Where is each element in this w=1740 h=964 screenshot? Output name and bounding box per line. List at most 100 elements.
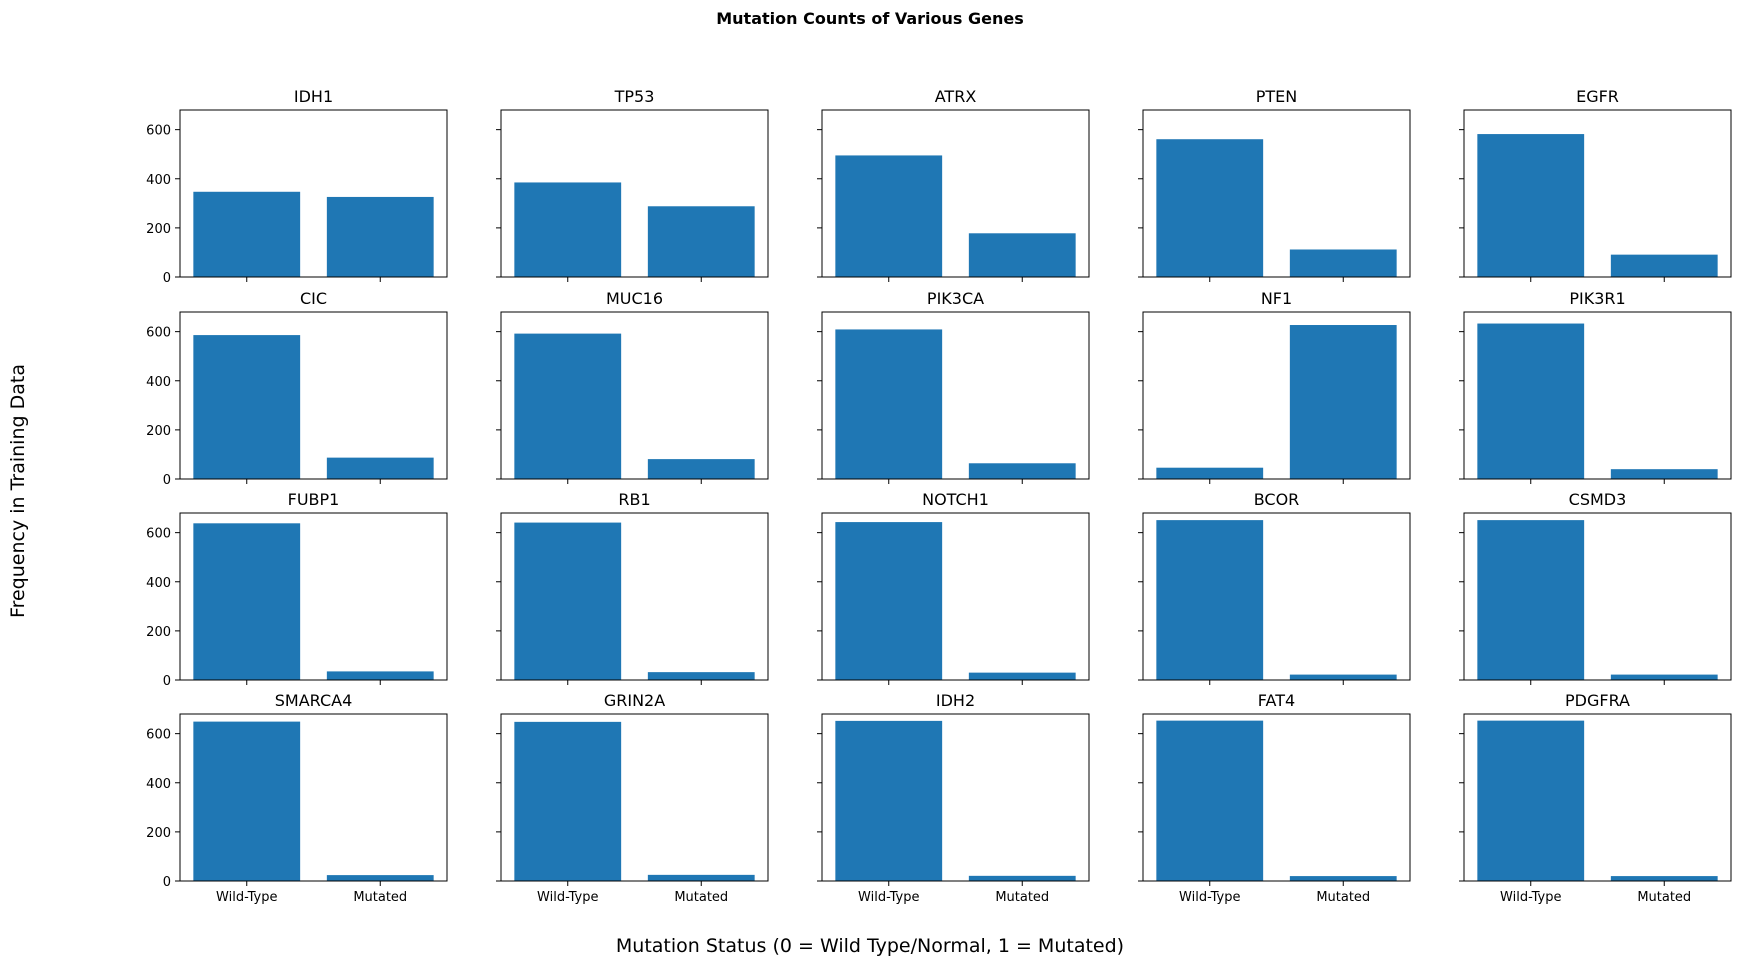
axes-frame [500,109,769,278]
subplot-title: GRIN2A [604,691,665,710]
bar-egfr-mutated [1610,254,1718,277]
bar-pdgfra-mutated [1610,876,1718,881]
bar-notch1-wild-type [835,522,943,680]
axes-frame [179,512,448,681]
axes-frame [1142,713,1411,882]
x-tick-label: Mutated [995,890,1049,905]
subplot-bcor: BCOR [1138,490,1411,685]
subplot-pten: PTEN [1138,87,1411,282]
x-tick-label: Wild-Type [858,890,919,905]
subplot-rb1: RB1 [496,490,769,685]
subplot-title: RB1 [618,490,650,509]
bar-pik3ca-mutated [968,463,1076,479]
axes-frame [1142,512,1411,681]
bar-nf1-wild-type [1156,467,1264,479]
y-tick-label: 400 [146,375,171,390]
bar-notch1-mutated [968,672,1076,680]
subplot-fat4: FAT4 Wild-Type Mutated [1138,691,1411,905]
bar-pdgfra-wild-type [1477,720,1585,881]
axes-frame [1463,713,1732,882]
bar-csmd3-mutated [1610,674,1718,680]
subplot-title: CIC [300,289,327,308]
bar-fat4-mutated [1289,876,1397,881]
subplot-title: EGFR [1576,87,1619,106]
axes-frame [179,713,448,882]
bar-cic-mutated [326,457,434,479]
bar-bcor-wild-type [1156,520,1264,680]
subplot-title: FUBP1 [288,490,340,509]
bar-fubp1-mutated [326,671,434,680]
subplot-idh1: IDH1 0 200 400 600 [146,87,448,286]
bar-muc16-mutated [647,459,755,479]
x-axis-label: Mutation Status (0 = Wild Type/Normal, 1… [616,935,1124,957]
axes-frame [1463,311,1732,480]
bar-cic-wild-type [193,335,301,479]
bar-idh2-wild-type [835,720,943,881]
subplot-title: NOTCH1 [922,490,989,509]
bar-fat4-wild-type [1156,720,1264,881]
x-tick-label: Wild-Type [216,890,277,905]
axes-frame [1463,512,1732,681]
y-tick-label: 600 [146,124,171,139]
bar-bcor-mutated [1289,674,1397,680]
y-axis-label: Frequency in Training Data [7,364,29,618]
bar-smarca4-mutated [326,875,434,881]
subplot-muc16: MUC16 [496,289,769,484]
subplot-title: SMARCA4 [275,691,353,710]
subplot-idh2: IDH2 Wild-Type Mutated [817,691,1090,905]
axes-frame [500,512,769,681]
subplot-title: MUC16 [606,289,663,308]
subplot-grin2a: GRIN2A Wild-Type Mutated [496,691,769,905]
subplot-smarca4: SMARCA4 0 200 400 600 Wild-Type Mutated [146,691,448,905]
y-tick-label: 0 [163,473,171,488]
subplot-notch1: NOTCH1 [817,490,1090,685]
y-tick-label: 200 [146,625,171,640]
bar-smarca4-wild-type [193,721,301,881]
subplot-pik3ca: PIK3CA [817,289,1090,484]
x-tick-label: Wild-Type [1179,890,1240,905]
subplot-title: CSMD3 [1569,490,1627,509]
subplot-title: NF1 [1261,289,1292,308]
bar-egfr-wild-type [1477,134,1585,277]
subplot-egfr: EGFR [1459,87,1732,282]
bar-idh1-mutated [326,196,434,277]
subplot-title: TP53 [614,87,655,106]
axes-frame [500,311,769,480]
bar-grin2a-mutated [647,874,755,881]
x-tick-label: Mutated [353,890,407,905]
bar-pik3ca-wild-type [835,329,943,479]
subplot-title: PDGFRA [1565,691,1630,710]
subplot-pik3r1: PIK3R1 [1459,289,1732,484]
axes-frame [821,512,1090,681]
subplot-nf1: NF1 [1138,289,1411,484]
axes-frame [179,109,448,278]
y-tick-label: 600 [146,728,171,743]
subplot-atrx: ATRX [817,87,1090,282]
axes-frame [500,713,769,882]
bar-atrx-wild-type [835,155,943,277]
y-tick-label: 600 [146,527,171,542]
y-tick-label: 200 [146,826,171,841]
bar-pten-mutated [1289,249,1397,277]
y-tick-label: 600 [146,326,171,341]
bar-pik3r1-mutated [1610,469,1718,479]
axes-frame [821,311,1090,480]
subplot-title: ATRX [935,87,977,106]
subplot-csmd3: CSMD3 [1459,490,1732,685]
bar-muc16-wild-type [514,333,622,479]
bar-rb1-mutated [647,672,755,680]
bar-nf1-mutated [1289,325,1397,479]
bar-rb1-wild-type [514,522,622,680]
bar-pten-wild-type [1156,139,1264,277]
bar-idh2-mutated [968,875,1076,881]
bar-atrx-mutated [968,233,1076,277]
axes-frame [1142,109,1411,278]
subplot-cic: CIC 0 200 400 600 [146,289,448,488]
subplot-title: IDH1 [294,87,333,106]
subplot-tp53: TP53 [496,87,769,282]
subplot-grid: IDH1 0 200 400 600 TP53 ATRX PTEN EGFR CIC 0 200 400… [146,87,1732,905]
axes-frame [1463,109,1732,278]
y-tick-label: 200 [146,424,171,439]
subplot-title: PTEN [1256,87,1298,106]
